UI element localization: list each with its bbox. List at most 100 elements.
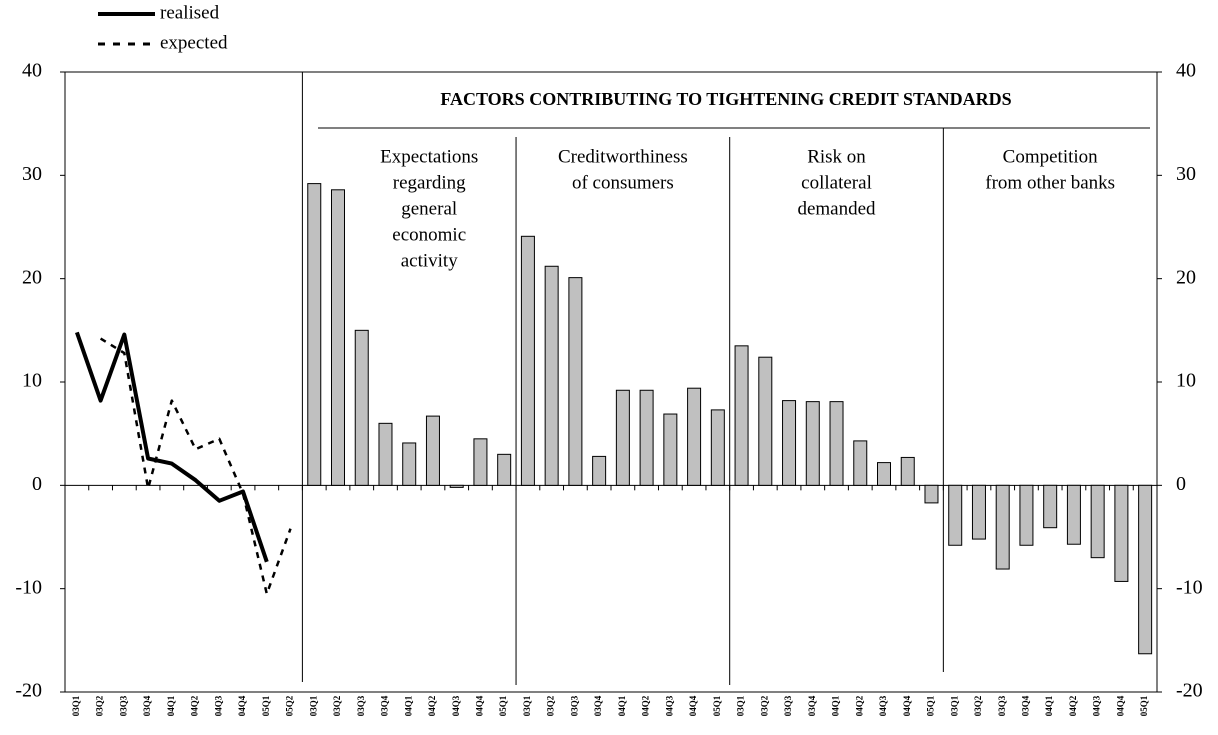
x-tick-label: 04Q1 — [831, 695, 841, 716]
x-tick-label: 03Q2 — [95, 695, 105, 716]
bar — [995, 484, 1010, 570]
x-tick-label: 03Q4 — [1020, 695, 1030, 716]
x-tick-label: 03Q3 — [569, 695, 579, 716]
bar — [544, 265, 559, 486]
x-tick-label: 03Q4 — [807, 695, 817, 716]
x-tick-label: 04Q2 — [190, 695, 200, 716]
panel-label: from other banks — [985, 172, 1115, 193]
x-tick-label: 04Q2 — [854, 695, 864, 716]
y-tick-label: -10 — [15, 576, 42, 598]
panel-title: FACTORS CONTRIBUTING TO TIGHTENING CREDI… — [440, 89, 1011, 109]
bar — [948, 484, 963, 546]
x-tick-label: 03Q4 — [593, 695, 603, 716]
bar — [639, 389, 654, 486]
bar — [805, 401, 820, 486]
x-tick-label: 05Q1 — [926, 695, 936, 716]
x-tick-label: 03Q4 — [142, 695, 152, 716]
bar — [1138, 484, 1153, 655]
bar — [782, 400, 797, 486]
y-tick-label: 30 — [22, 163, 42, 185]
panel-label: collateral — [801, 172, 872, 193]
x-tick-label: 03Q2 — [973, 695, 983, 716]
x-tick-label: 03Q1 — [736, 695, 746, 716]
x-tick-label: 03Q1 — [308, 695, 318, 716]
x-tick-label: 04Q4 — [237, 695, 247, 716]
bar — [568, 277, 583, 486]
bar — [877, 462, 891, 486]
bar — [425, 415, 440, 486]
bar — [1043, 484, 1058, 529]
panel-label: activity — [401, 250, 458, 271]
y2-tick-label: 30 — [1176, 163, 1196, 185]
y-tick-label: -20 — [15, 680, 42, 702]
bar — [1090, 484, 1105, 559]
x-tick-label: 03Q3 — [118, 695, 128, 716]
x-tick-label: 04Q4 — [688, 695, 698, 716]
panel-label: demanded — [797, 198, 876, 219]
line-series — [99, 337, 292, 596]
panel-label: economic — [392, 224, 466, 245]
y2-tick-label: 20 — [1176, 266, 1196, 288]
x-tick-label: 04Q3 — [1092, 695, 1102, 716]
x-tick-label: 03Q3 — [783, 695, 793, 716]
x-tick-label: 03Q4 — [380, 695, 390, 716]
bar — [473, 438, 488, 486]
x-tick-label: 04Q3 — [451, 695, 461, 716]
y-tick-label: 40 — [22, 60, 42, 82]
bar — [331, 189, 345, 486]
bar — [1066, 484, 1081, 545]
x-tick-label: 03Q1 — [522, 695, 532, 716]
x-tick-label: 05Q1 — [1139, 695, 1149, 716]
x-tick-label: 05Q1 — [712, 695, 722, 716]
x-tick-label: 04Q4 — [474, 695, 484, 716]
bar — [307, 183, 322, 486]
x-tick-label: 04Q2 — [427, 695, 437, 716]
x-tick-label: 03Q1 — [71, 695, 81, 716]
y-tick-label: 10 — [22, 370, 42, 392]
x-tick-label: 04Q1 — [403, 695, 413, 716]
bar — [829, 401, 844, 486]
x-tick-label: 03Q2 — [332, 695, 342, 716]
line-series — [75, 331, 269, 563]
bar — [971, 484, 986, 540]
bar — [853, 440, 868, 486]
x-tick-label: 04Q4 — [1115, 695, 1125, 716]
bar — [734, 345, 749, 486]
y2-tick-label: -20 — [1176, 680, 1203, 702]
bar — [1019, 484, 1034, 546]
panel-label: of consumers — [572, 172, 674, 193]
x-tick-label: 03Q3 — [356, 695, 366, 716]
x-tick-label: 03Q3 — [997, 695, 1007, 716]
y-tick-label: 0 — [32, 473, 42, 495]
x-tick-label: 05Q1 — [261, 695, 271, 716]
y2-tick-label: 40 — [1176, 60, 1196, 82]
bar — [378, 422, 393, 486]
panel-label: Competition — [1003, 146, 1099, 167]
x-tick-label: 04Q3 — [213, 695, 223, 716]
legend-label: expected — [160, 32, 228, 53]
x-tick-label: 04Q1 — [617, 695, 627, 716]
x-tick-label: 04Q4 — [902, 695, 912, 716]
x-tick-label: 04Q3 — [878, 695, 888, 716]
y-tick-label: 20 — [22, 266, 42, 288]
y2-tick-label: 10 — [1176, 370, 1196, 392]
bar — [758, 356, 773, 486]
legend-label: realised — [160, 2, 220, 23]
bar — [663, 413, 678, 486]
bar — [354, 329, 369, 486]
bar — [520, 235, 535, 486]
y2-tick-label: -10 — [1176, 576, 1203, 598]
panel-label: general — [401, 198, 457, 219]
bar — [592, 455, 607, 486]
x-tick-label: 05Q2 — [285, 695, 295, 716]
panel-label: regarding — [393, 172, 466, 193]
bar — [687, 387, 702, 486]
bar — [402, 442, 417, 486]
x-tick-label: 04Q1 — [1044, 695, 1054, 716]
x-tick-label: 03Q1 — [949, 695, 959, 716]
y2-tick-label: 0 — [1176, 473, 1186, 495]
x-tick-label: 05Q1 — [498, 695, 508, 716]
bar — [1114, 484, 1129, 582]
bar — [615, 389, 630, 486]
